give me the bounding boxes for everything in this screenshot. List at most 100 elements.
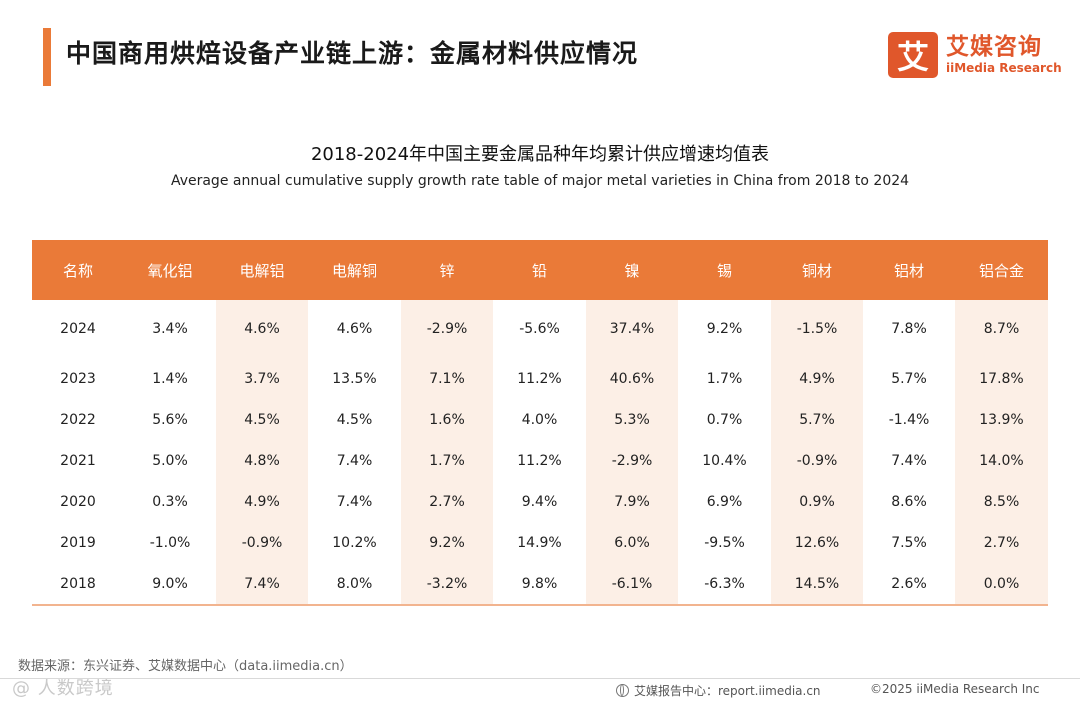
value-cell: 8.5% bbox=[955, 481, 1048, 522]
title-accent-bar bbox=[43, 28, 51, 86]
value-cell: -1.4% bbox=[888, 411, 930, 428]
year-cell: 2019 bbox=[60, 534, 96, 551]
logo-icon: 艾 bbox=[888, 32, 938, 78]
year-cell: 2021 bbox=[60, 452, 96, 469]
header-cell: 电解铝 bbox=[216, 240, 308, 300]
header-cell: 铜材 bbox=[771, 240, 863, 300]
value-cell: -9.5% bbox=[704, 534, 745, 551]
value-cell: 4.5% bbox=[216, 399, 308, 440]
value-cell: -3.2% bbox=[401, 563, 493, 606]
header-cell: 电解铜 bbox=[308, 240, 401, 300]
value-cell: 7.4% bbox=[891, 452, 927, 469]
header-cell: 镍 bbox=[586, 240, 678, 300]
value-cell: -2.9% bbox=[401, 300, 493, 358]
value-cell: 9.2% bbox=[706, 321, 743, 337]
table-header-row: 名称 氧化铝 电解铝 电解铜 锌 铅 镍 锡 铜材 铝材 铝合金 bbox=[32, 240, 1048, 300]
value-cell: 9.2% bbox=[401, 522, 493, 563]
value-cell: 7.4% bbox=[336, 493, 373, 510]
value-cell: 4.6% bbox=[336, 321, 373, 337]
value-cell: 5.7% bbox=[771, 399, 863, 440]
value-cell: 11.2% bbox=[517, 452, 562, 469]
value-cell: 1.4% bbox=[152, 370, 188, 387]
value-cell: 5.3% bbox=[586, 399, 678, 440]
value-cell: 7.9% bbox=[586, 481, 678, 522]
report-site-text: 艾媒报告中心：report.iimedia.cn bbox=[634, 684, 821, 698]
value-cell: 5.7% bbox=[891, 370, 927, 387]
value-cell: -0.9% bbox=[216, 522, 308, 563]
value-cell: 8.6% bbox=[891, 493, 927, 510]
header-cell: 铝合金 bbox=[955, 240, 1048, 300]
watermark: @ 人数跨境 bbox=[12, 678, 114, 699]
header-cell: 氧化铝 bbox=[124, 240, 216, 300]
value-cell: 9.4% bbox=[521, 493, 558, 510]
value-cell: 7.4% bbox=[336, 452, 373, 469]
value-cell: 5.6% bbox=[152, 411, 188, 428]
logo-name-en: iiMedia Research bbox=[946, 61, 1062, 75]
value-cell: 6.0% bbox=[586, 522, 678, 563]
value-cell: 5.0% bbox=[152, 452, 188, 469]
year-cell: 2022 bbox=[60, 411, 96, 428]
brand-logo: 艾 艾媒咨询 iiMedia Research bbox=[888, 32, 1062, 78]
value-cell: -6.1% bbox=[586, 563, 678, 606]
value-cell: 4.9% bbox=[771, 358, 863, 399]
value-cell: 10.2% bbox=[332, 534, 377, 551]
value-cell: 7.1% bbox=[401, 358, 493, 399]
value-cell: 2.6% bbox=[863, 563, 955, 606]
table-row: 2024 3.4% 4.6% 4.6% -2.9% -5.6% 37.4% 9.2% -1.5%… bbox=[32, 300, 1048, 358]
table-subtitle: Average annual cumulative supply growth … bbox=[170, 173, 910, 189]
value-cell: 1.6% bbox=[401, 399, 493, 440]
value-cell: 2.7% bbox=[401, 481, 493, 522]
footer-report: 艾媒报告中心：report.iimedia.cn bbox=[616, 682, 821, 699]
value-cell: 13.5% bbox=[332, 370, 377, 387]
data-source: 数据来源：东兴证券、艾媒数据中心（data.iimedia.cn） bbox=[18, 659, 353, 674]
value-cell: -6.3% bbox=[678, 563, 771, 606]
header-cell: 锌 bbox=[401, 240, 493, 300]
value-cell: 0.7% bbox=[706, 411, 743, 428]
value-cell: 4.6% bbox=[216, 300, 308, 358]
logo-text: 艾媒咨询 iiMedia Research bbox=[946, 34, 1062, 76]
value-cell: -2.9% bbox=[586, 440, 678, 481]
value-cell: 1.7% bbox=[401, 440, 493, 481]
value-cell: 4.8% bbox=[216, 440, 308, 481]
value-cell: 13.9% bbox=[955, 399, 1048, 440]
header-cell: 铝材 bbox=[863, 240, 955, 300]
table-row: 2021 5.0% 4.8% 7.4% 1.7% 11.2% -2.9% 10.4% -0.9%… bbox=[32, 440, 1048, 481]
table-row: 2023 1.4% 3.7% 13.5% 7.1% 11.2% 40.6% 1.7% 4.9% 5… bbox=[32, 358, 1048, 399]
value-cell: -5.6% bbox=[519, 321, 560, 337]
footer-divider bbox=[0, 678, 1080, 679]
value-cell: 4.0% bbox=[521, 411, 558, 428]
value-cell: 17.8% bbox=[955, 358, 1048, 399]
value-cell: -0.9% bbox=[771, 440, 863, 481]
logo-name-cn: 艾媒咨询 bbox=[946, 34, 1042, 60]
header-cell: 锡 bbox=[678, 240, 771, 300]
year-cell: 2024 bbox=[60, 321, 96, 337]
metal-supply-table: 名称 氧化铝 电解铝 电解铜 锌 铅 镍 锡 铜材 铝材 铝合金 2024 3.4… bbox=[32, 240, 1048, 606]
value-cell: 14.0% bbox=[955, 440, 1048, 481]
table-row: 2020 0.3% 4.9% 7.4% 2.7% 9.4% 7.9% 6.9% 0.9% 8.6%… bbox=[32, 481, 1048, 522]
table-body: 2024 3.4% 4.6% 4.6% -2.9% -5.6% 37.4% 9.2% -1.5%… bbox=[32, 300, 1048, 606]
header-cell: 名称 bbox=[32, 240, 124, 300]
table-row: 2018 9.0% 7.4% 8.0% -3.2% 9.8% -6.1% -6.3% 14.5%… bbox=[32, 563, 1048, 606]
value-cell: 0.0% bbox=[955, 563, 1048, 606]
value-cell: 3.7% bbox=[216, 358, 308, 399]
value-cell: 0.9% bbox=[771, 481, 863, 522]
value-cell: 9.0% bbox=[124, 563, 216, 606]
value-cell: 12.6% bbox=[771, 522, 863, 563]
value-cell: 11.2% bbox=[517, 370, 562, 387]
value-cell: 14.9% bbox=[517, 534, 562, 551]
header-cell: 铅 bbox=[493, 240, 586, 300]
table-row: 2022 5.6% 4.5% 4.5% 1.6% 4.0% 5.3% 0.7% 5.7% -1.4… bbox=[32, 399, 1048, 440]
value-cell: 7.5% bbox=[891, 534, 927, 551]
value-cell: 1.7% bbox=[706, 370, 743, 387]
value-cell: 40.6% bbox=[586, 358, 678, 399]
value-cell: -1.5% bbox=[771, 300, 863, 358]
value-cell: 7.8% bbox=[891, 321, 927, 337]
value-cell: 10.4% bbox=[702, 452, 747, 469]
value-cell: 7.4% bbox=[216, 563, 308, 606]
value-cell: 6.9% bbox=[706, 493, 743, 510]
value-cell: 9.8% bbox=[493, 563, 586, 606]
value-cell: 14.5% bbox=[771, 563, 863, 606]
table-row: 2019 -1.0% -0.9% 10.2% 9.2% 14.9% 6.0% -9.5% 12.… bbox=[32, 522, 1048, 563]
value-cell: 37.4% bbox=[586, 300, 678, 358]
year-cell: 2018 bbox=[32, 563, 124, 606]
